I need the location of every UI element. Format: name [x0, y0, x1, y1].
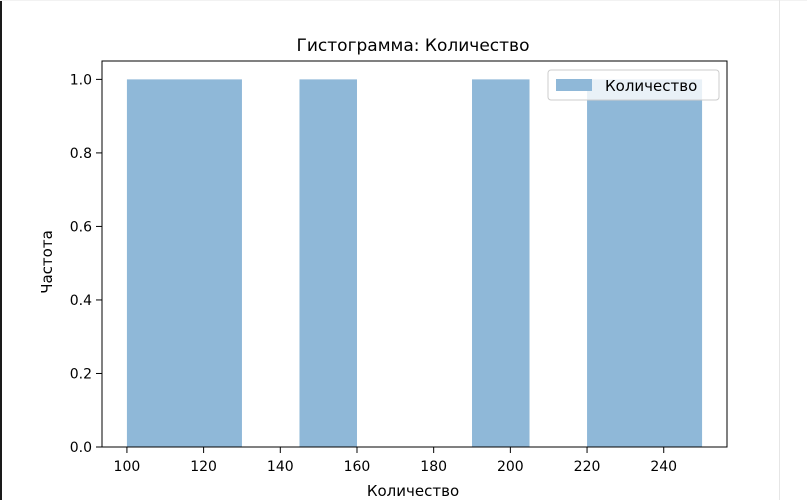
- y-axis-label: Частота: [38, 230, 56, 294]
- x-axis-label: Количество: [367, 482, 459, 500]
- histogram-bar: [299, 79, 357, 447]
- legend-label: Количество: [605, 77, 697, 95]
- plot-frame: [101, 60, 728, 448]
- x-tick-label: 140: [267, 459, 294, 475]
- histogram-bar: [587, 79, 703, 447]
- x-tick-label: 160: [344, 459, 371, 475]
- legend-swatch: [556, 79, 592, 91]
- x-tick-label: 180: [420, 459, 447, 475]
- histogram-bars: [126, 79, 703, 447]
- y-tick-label: 1.0: [70, 72, 92, 88]
- x-tick-label: 100: [114, 459, 141, 475]
- scroll-region-edge: [779, 0, 780, 500]
- x-tick-label: 200: [497, 459, 524, 475]
- x-axis-ticks: 100 120 140 160 180 200 220 240: [114, 447, 677, 475]
- x-tick-label: 240: [650, 459, 677, 475]
- legend: Количество: [547, 69, 720, 101]
- y-tick-label: 0.8: [70, 146, 92, 162]
- y-tick-label: 0.4: [70, 293, 92, 309]
- x-tick-label: 220: [574, 459, 601, 475]
- window-top-edge: [0, 0, 807, 1]
- y-tick-label: 0.0: [70, 440, 92, 456]
- chart-title: Гистограмма: Количество: [297, 36, 530, 56]
- y-axis-ticks: 0.0 0.2 0.4 0.6 0.8 1.0: [70, 72, 102, 456]
- legend-box: [547, 69, 720, 101]
- y-tick-label: 0.6: [70, 219, 92, 235]
- x-tick-label: 120: [190, 459, 217, 475]
- histogram-bar: [472, 79, 530, 447]
- window-left-edge: [0, 0, 2, 500]
- histogram-bar: [126, 79, 242, 447]
- y-tick-label: 0.2: [70, 366, 92, 382]
